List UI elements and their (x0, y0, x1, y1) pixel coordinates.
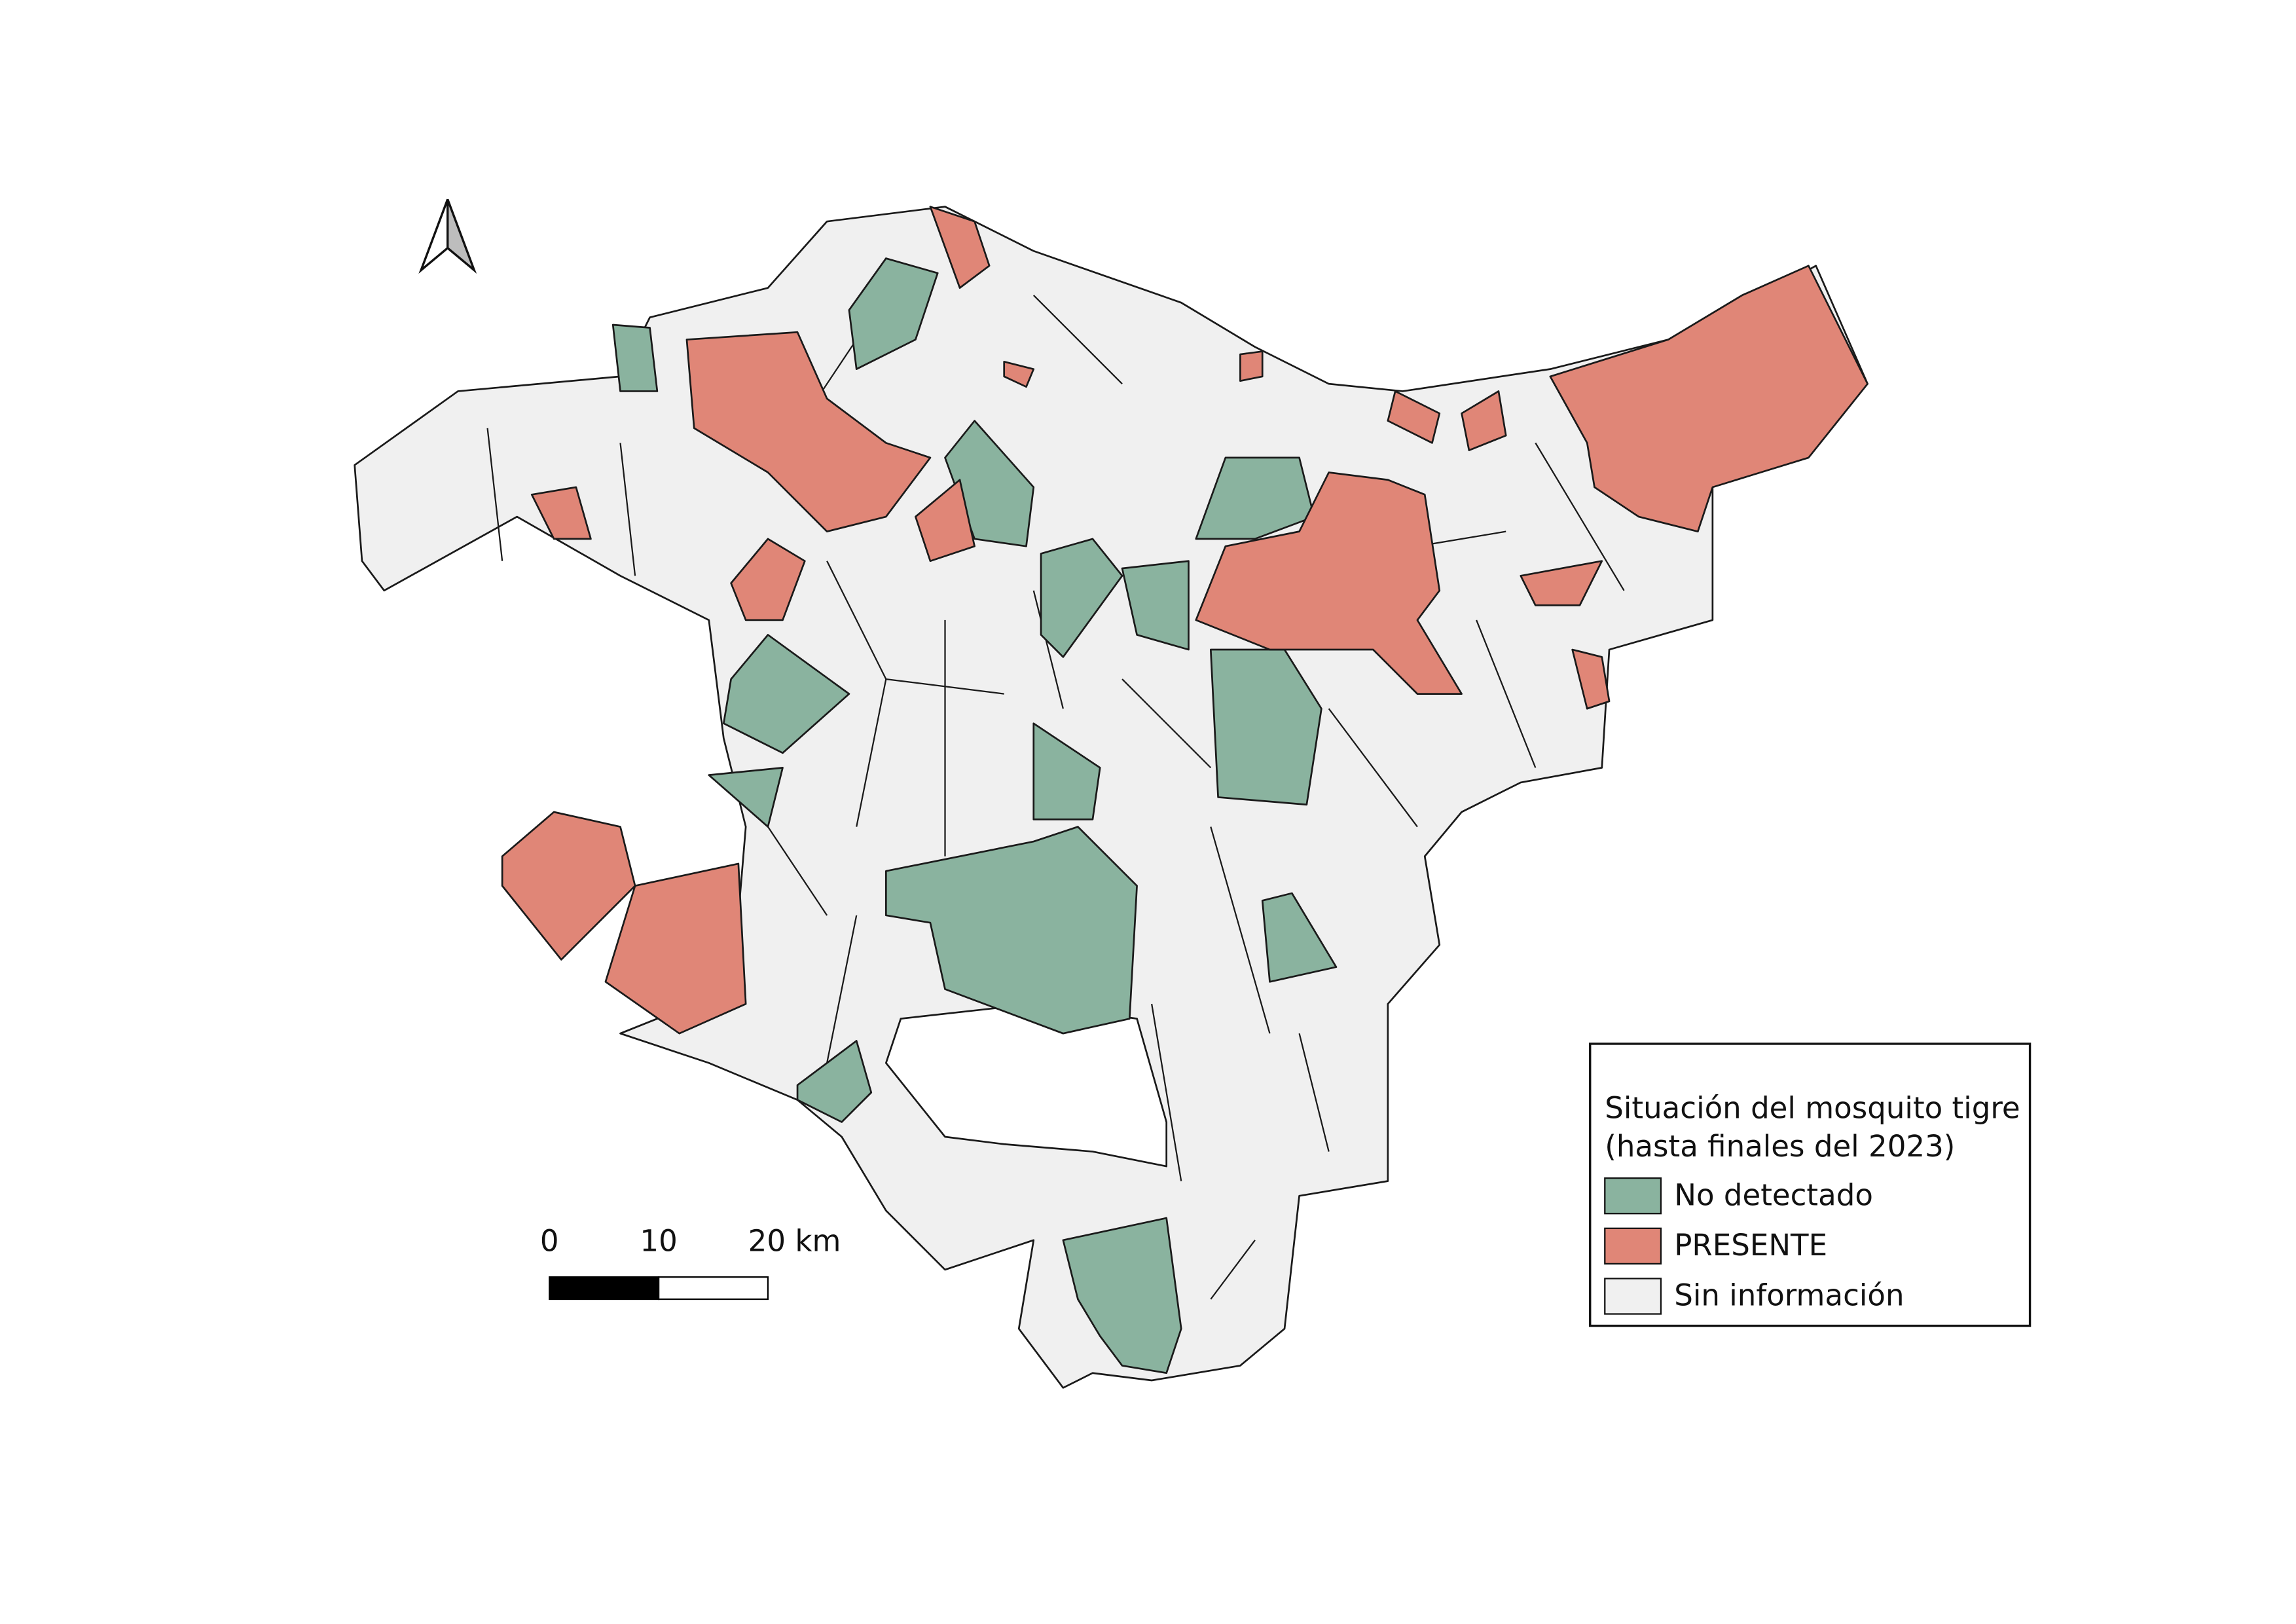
region (848, 257, 939, 370)
region (1549, 265, 1868, 532)
region (1032, 722, 1101, 821)
region (1520, 560, 1603, 606)
region (501, 811, 747, 1035)
region (1121, 560, 1190, 651)
legend-label: PRESENTE (1674, 1228, 1827, 1263)
region (1195, 471, 1463, 695)
scale-segment (657, 1276, 769, 1301)
region (1040, 538, 1123, 658)
region (1261, 892, 1338, 983)
region (1387, 390, 1441, 444)
region (611, 323, 659, 392)
scale-bar: 0 10 20 km (540, 1223, 841, 1301)
legend-title: (hasta finales del 2023) (1605, 1129, 1955, 1164)
legend-label: Sin información (1674, 1278, 1904, 1313)
legend-swatch (1604, 1227, 1662, 1265)
legend: Situación del mosquito tigre (hasta fina… (1589, 1043, 2032, 1327)
scale-segment (549, 1276, 660, 1301)
municipal-boundaries (486, 295, 1625, 1300)
region (730, 538, 806, 621)
region (708, 767, 784, 828)
region (530, 486, 592, 540)
scale-label: 0 (540, 1223, 559, 1258)
region (1461, 390, 1507, 451)
region (884, 826, 1138, 1035)
north-arrow (418, 198, 477, 274)
scale-label: 10 (640, 1223, 677, 1258)
legend-label: No detectado (1674, 1177, 1873, 1212)
region (929, 206, 991, 289)
region (915, 479, 975, 563)
region (1062, 1217, 1182, 1375)
legend-swatch (1604, 1278, 1662, 1315)
legend-box (1589, 1043, 2032, 1327)
legend-title: Situación del mosquito tigre (1605, 1090, 2020, 1125)
region (685, 331, 932, 532)
region (722, 634, 850, 754)
region (1239, 350, 1264, 382)
region (796, 1040, 873, 1123)
region (1195, 456, 1315, 540)
region (1571, 648, 1611, 710)
map (354, 206, 1868, 1389)
scale-label: 20 km (748, 1223, 841, 1258)
legend-swatch (1604, 1177, 1662, 1215)
region (1003, 361, 1035, 388)
